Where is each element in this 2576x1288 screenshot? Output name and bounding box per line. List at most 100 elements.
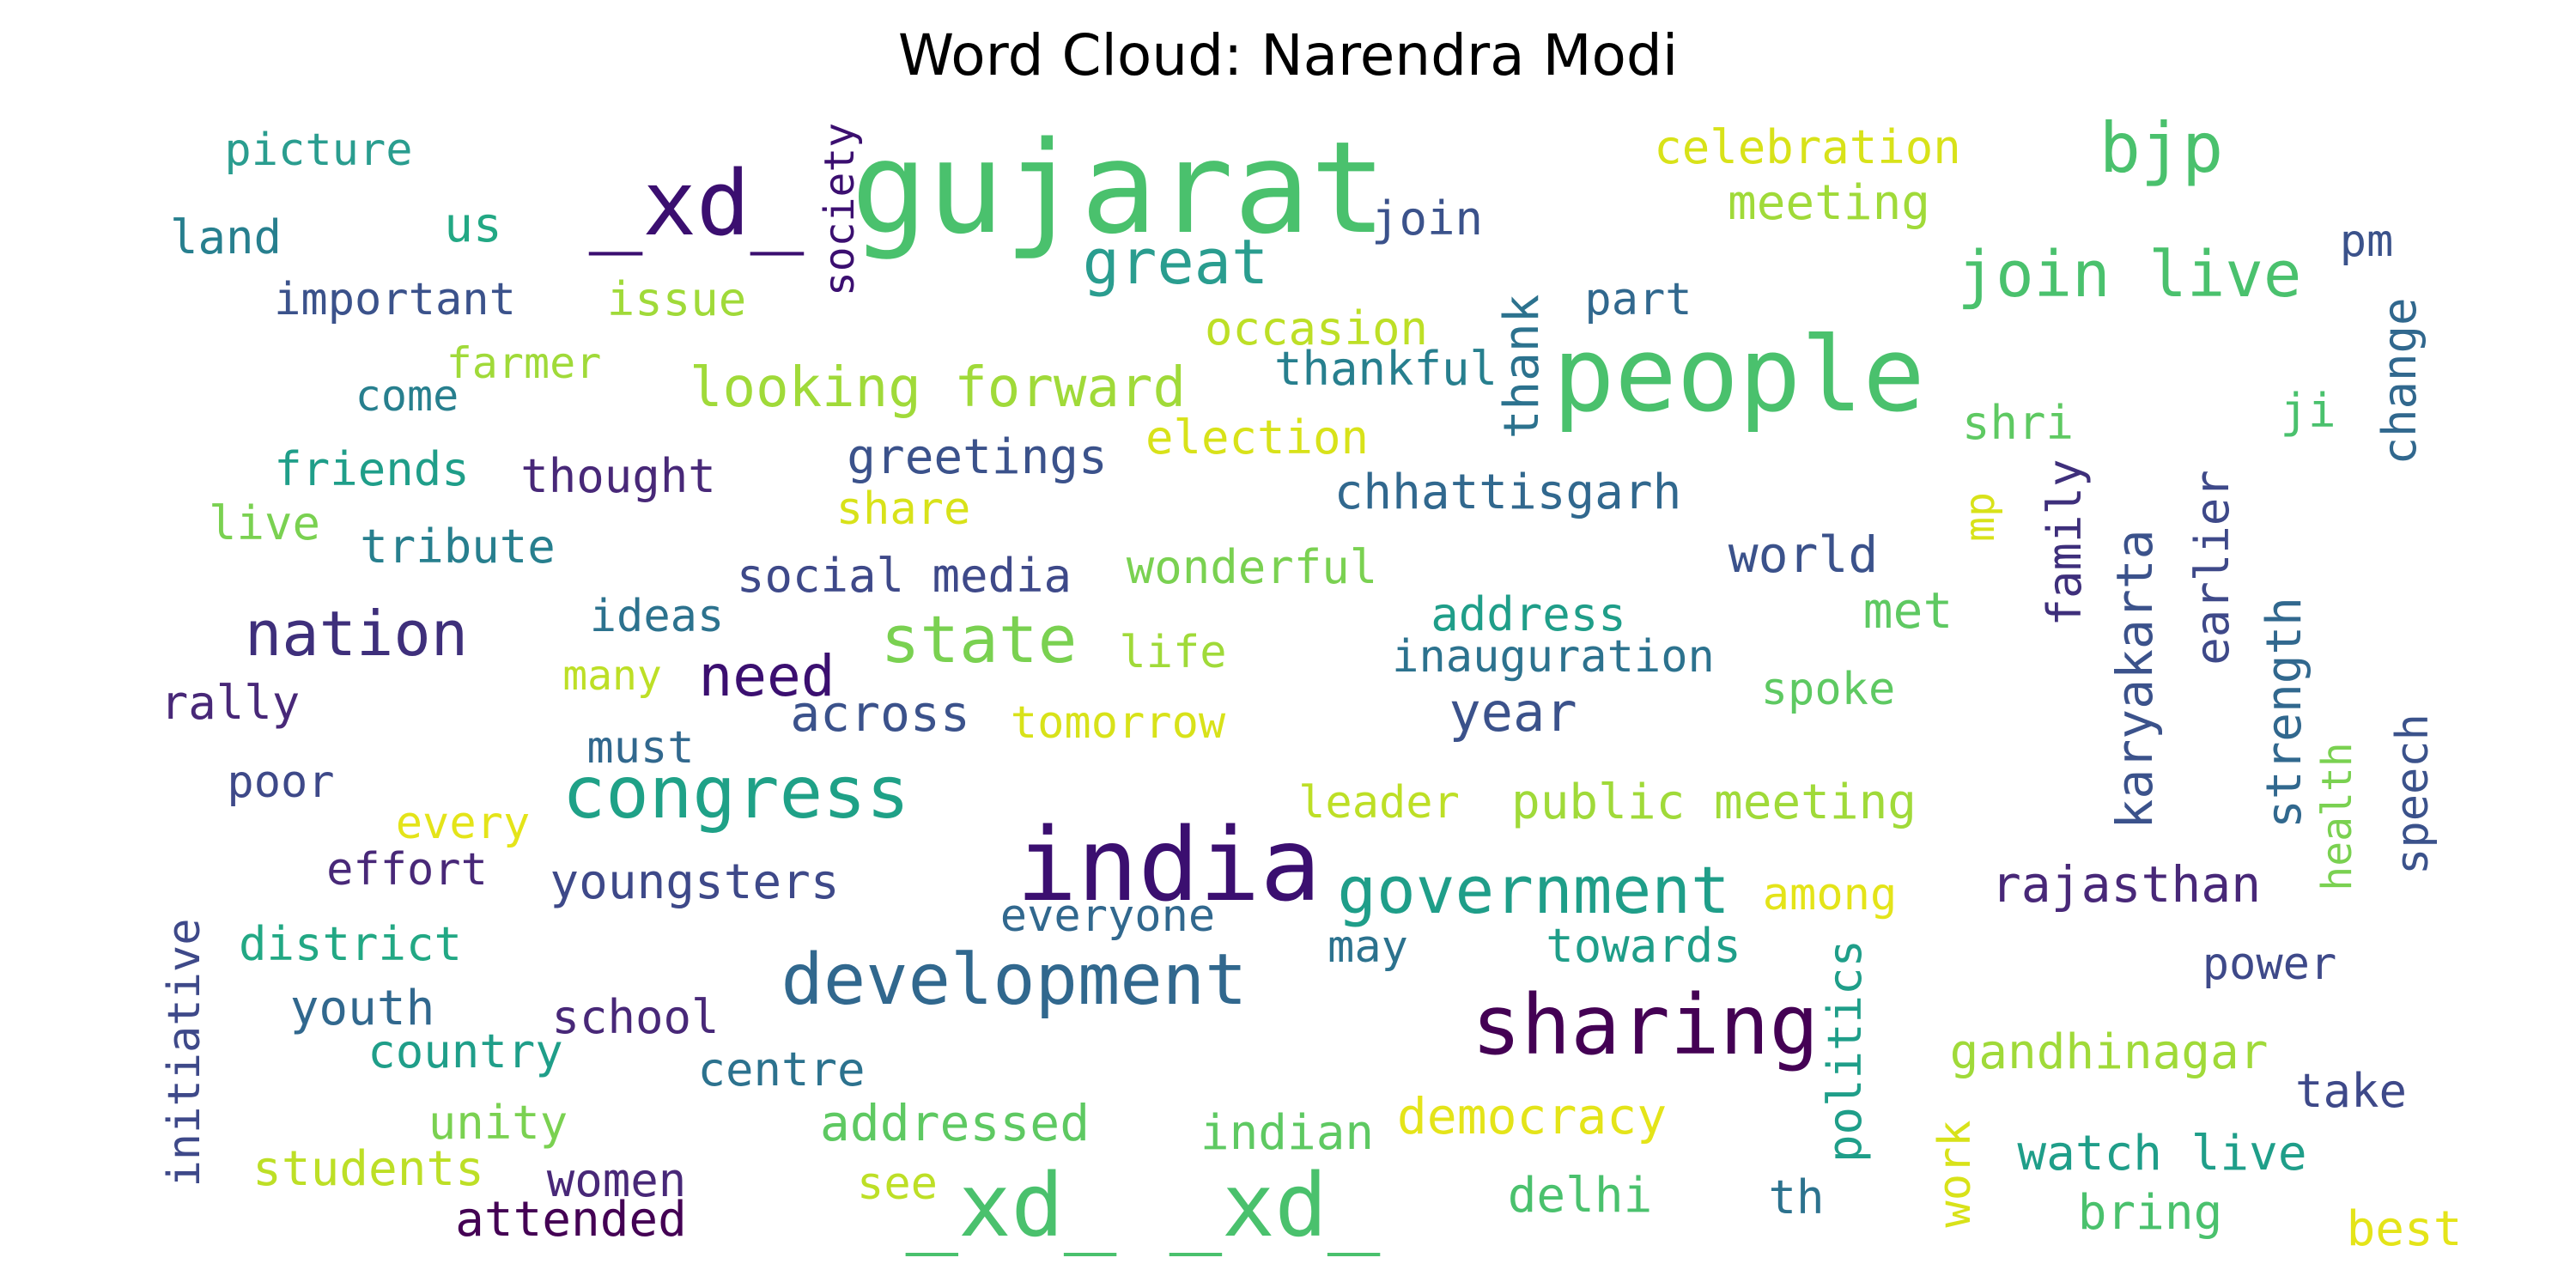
- word-wonderful: wonderful: [1126, 540, 1378, 594]
- word-towards: towards: [1546, 919, 1741, 973]
- word-chhattisgarh: chhattisgarh: [1334, 465, 1682, 520]
- word-every: every: [395, 798, 531, 849]
- word-xd-xd: _xd_ _xd_: [905, 1155, 1381, 1257]
- word-picture: picture: [224, 125, 413, 176]
- word-ideas: ideas: [589, 591, 725, 642]
- word-may: may: [1327, 921, 1408, 973]
- word-friends: friends: [274, 442, 470, 496]
- word-unity: unity: [428, 1096, 568, 1150]
- word-join-live: join live: [1957, 238, 2302, 312]
- word-youth: youth: [289, 981, 435, 1036]
- page-title: Word Cloud: Narendra Modi: [897, 22, 1679, 88]
- word-occasion: occasion: [1204, 301, 1429, 355]
- word-looking-forward: looking forward: [690, 356, 1186, 420]
- word-country: country: [368, 1024, 563, 1078]
- word-best: best: [2346, 1201, 2463, 1257]
- word-nation: nation: [244, 598, 469, 670]
- word-development: development: [781, 939, 1248, 1021]
- word-district: district: [238, 917, 463, 971]
- word-gandhinagar: gandhinagar: [1949, 1024, 2269, 1080]
- word-tribute: tribute: [360, 519, 556, 574]
- word-spoke: spoke: [1760, 664, 1896, 715]
- word-celebration: celebration: [1654, 120, 1961, 174]
- word-initiative: initiative: [159, 918, 210, 1188]
- word-centre: centre: [697, 1042, 866, 1097]
- word-many: many: [562, 652, 662, 700]
- word-public-meeting: public meeting: [1510, 775, 1917, 830]
- word-farmer: farmer: [446, 338, 602, 388]
- word-bjp: bjp: [2099, 108, 2224, 188]
- word-karyakarta: karyakarta: [2105, 529, 2164, 829]
- word-sharing: sharing: [1471, 977, 1820, 1073]
- word-speech: speech: [2387, 714, 2439, 875]
- word-society: society: [816, 122, 864, 297]
- word-india: india: [1016, 805, 1321, 924]
- word-across: across: [790, 684, 970, 743]
- word-important: important: [274, 274, 516, 325]
- word-tomorrow: tomorrow: [1010, 697, 1226, 749]
- word-delhi: delhi: [1507, 1168, 1653, 1224]
- word-youngsters: youngsters: [550, 854, 840, 910]
- word-world: world: [1728, 526, 1879, 584]
- word-health: health: [2313, 742, 2361, 891]
- word-bring: bring: [2077, 1185, 2223, 1241]
- word-part: part: [1584, 274, 1692, 325]
- word-meeting: meeting: [1727, 175, 1931, 231]
- word-greetings: greetings: [847, 429, 1108, 485]
- word-among: among: [1762, 869, 1898, 920]
- word-see: see: [857, 1158, 938, 1210]
- word-mp: mp: [1956, 492, 2004, 542]
- word-need: need: [698, 643, 835, 709]
- word-leader: leader: [1298, 777, 1460, 829]
- word-government: government: [1337, 852, 1730, 928]
- word-family: family: [2038, 459, 2092, 627]
- word-us: us: [444, 197, 502, 253]
- word-election: election: [1145, 410, 1370, 465]
- word-must: must: [586, 722, 695, 774]
- word-school: school: [551, 990, 720, 1044]
- word-work: work: [1929, 1120, 1981, 1228]
- word-politics: politics: [1818, 939, 1872, 1163]
- word-congress: congress: [562, 750, 910, 835]
- word-thought: thought: [520, 449, 716, 503]
- word-students: students: [252, 1141, 484, 1197]
- word-xd: _xd_: [588, 151, 805, 256]
- word-inauguration: inauguration: [1392, 631, 1715, 683]
- word-indian: indian: [1200, 1105, 1375, 1161]
- word-people: people: [1552, 316, 1925, 435]
- word-gujarat: gujarat: [851, 114, 1387, 262]
- word-life: life: [1119, 627, 1227, 678]
- word-take: take: [2294, 1064, 2408, 1118]
- word-women: women: [546, 1153, 687, 1207]
- word-rally: rally: [160, 676, 301, 730]
- word-land: land: [169, 210, 283, 264]
- word-pm: pm: [2339, 216, 2394, 267]
- word-state: state: [880, 601, 1078, 677]
- word-shri: shri: [1961, 396, 2075, 450]
- word-strength: strength: [2257, 597, 2312, 829]
- word-effort: effort: [326, 844, 488, 896]
- word-change: change: [2372, 297, 2427, 465]
- word-earlier: earlier: [2185, 470, 2239, 665]
- word-democracy: democracy: [1396, 1087, 1668, 1145]
- word-addressed: addressed: [819, 1094, 1091, 1152]
- word-share: share: [835, 483, 971, 535]
- word-attended: attended: [455, 1192, 687, 1248]
- word-join: join: [1370, 191, 1484, 246]
- word-address: address: [1431, 587, 1626, 641]
- word-come: come: [355, 371, 459, 421]
- word-thankful: thankful: [1273, 342, 1498, 396]
- word-power: power: [2202, 939, 2337, 990]
- word-watch-live: watch live: [2017, 1126, 2307, 1182]
- word-live: live: [208, 496, 321, 550]
- word-thank: thank: [1494, 294, 1550, 440]
- word-year: year: [1449, 681, 1577, 744]
- word-th: th: [1768, 1170, 1825, 1224]
- word-social-media: social media: [736, 549, 1072, 603]
- word-met: met: [1862, 581, 1953, 640]
- word-great: great: [1082, 226, 1269, 298]
- word-issue: issue: [606, 272, 747, 326]
- word-rajasthan: rajasthan: [1990, 855, 2262, 914]
- word-poor: poor: [227, 756, 335, 808]
